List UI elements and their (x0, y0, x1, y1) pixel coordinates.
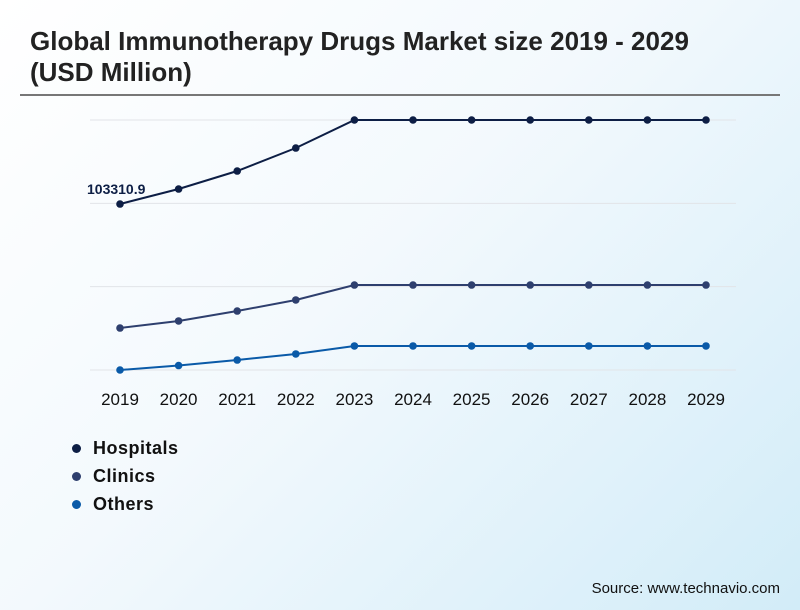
x-tick-label: 2022 (277, 390, 315, 409)
data-point-hospitals (116, 200, 124, 208)
x-tick-label: 2021 (218, 390, 256, 409)
data-point-others (350, 342, 359, 350)
data-point-hospitals (292, 144, 300, 152)
data-point-clinics (643, 281, 652, 289)
data-point-clinics (233, 307, 241, 315)
data-point-hospitals (233, 167, 241, 175)
x-tick-label: 2027 (570, 390, 608, 409)
x-tick-label: 2026 (511, 390, 549, 409)
data-point-others (643, 342, 652, 350)
chart-title: Global Immunotherapy Drugs Market size 2… (30, 26, 689, 87)
x-tick-label: 2020 (160, 390, 198, 409)
data-point-others (233, 356, 241, 364)
data-label: 103310.9 (87, 181, 146, 197)
data-point-others (174, 361, 183, 370)
data-point-others (585, 342, 593, 350)
data-point-hospitals (585, 116, 593, 124)
data-point-clinics (467, 281, 476, 289)
data-point-others (526, 342, 534, 350)
data-point-hospitals (526, 116, 534, 124)
data-point-clinics (585, 281, 593, 289)
x-tick-label: 2019 (101, 390, 139, 409)
x-tick-label: 2025 (453, 390, 491, 409)
series-line-hospitals (119, 119, 706, 205)
source-text: Source: www.technavio.com (591, 580, 780, 597)
x-tick-label: 2023 (335, 390, 373, 409)
data-point-hospitals (467, 116, 476, 124)
data-point-clinics (350, 281, 359, 289)
data-point-others (409, 342, 417, 350)
x-tick-label: 2029 (687, 390, 725, 409)
data-point-others (116, 366, 124, 374)
legend-item-clinics: Clinics (72, 462, 179, 490)
data-point-hospitals (409, 116, 417, 124)
legend-marker (72, 471, 81, 481)
title-divider (20, 94, 780, 96)
data-point-clinics (526, 281, 534, 289)
x-tick-label: 2024 (394, 390, 432, 409)
legend: Hospitals Clinics Others (72, 434, 179, 518)
legend-item-others: Others (72, 490, 179, 518)
data-point-clinics (409, 281, 417, 289)
data-point-clinics (702, 281, 710, 289)
legend-label: Clinics (93, 465, 156, 486)
legend-label: Hospitals (93, 437, 179, 458)
data-point-others (292, 350, 300, 358)
legend-marker (72, 443, 81, 453)
data-point-hospitals (643, 116, 652, 124)
legend-item-hospitals: Hospitals (72, 434, 179, 462)
data-point-hospitals (350, 116, 359, 124)
data-point-clinics (116, 324, 124, 332)
data-point-clinics (292, 296, 300, 304)
data-point-hospitals (174, 185, 183, 193)
series-line-clinics (119, 284, 706, 329)
x-tick-label: 2028 (628, 390, 666, 409)
data-point-others (467, 342, 476, 350)
data-point-hospitals (702, 116, 710, 124)
data-point-clinics (174, 317, 183, 325)
legend-label: Others (93, 493, 155, 514)
data-point-others (702, 342, 710, 350)
legend-marker (72, 499, 81, 509)
